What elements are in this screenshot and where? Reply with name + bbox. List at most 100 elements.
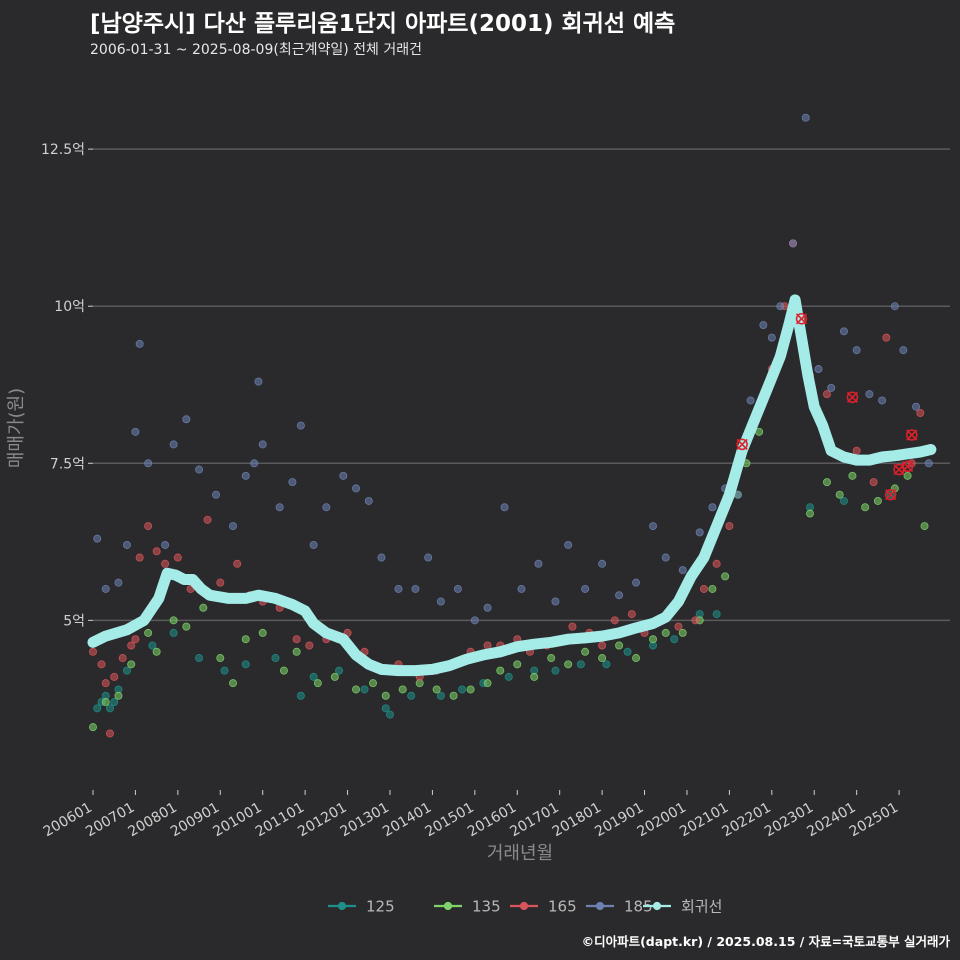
recent-trade-marker (884, 488, 897, 501)
legend-swatch-dot (519, 901, 529, 911)
data-point-185 (649, 522, 658, 531)
data-point-135 (369, 679, 378, 688)
data-point-185 (801, 113, 810, 122)
data-point-125 (335, 666, 344, 675)
data-point-185 (93, 534, 102, 543)
data-point-135 (199, 603, 208, 612)
credit-line: ©디아파트(dapt.kr) / 2025.08.15 / 자료=국토교통부 실… (581, 934, 950, 949)
data-point-135 (169, 616, 178, 625)
data-point-165 (110, 672, 119, 681)
chart-subtitle: 2006-01-31 ~ 2025-08-09(최근계약일) 전체 거래건 (90, 42, 422, 58)
x-axis-title: 거래년월 (487, 843, 553, 864)
data-point-165 (598, 641, 607, 650)
highlight-markers (736, 313, 918, 501)
data-point-135 (398, 685, 407, 694)
data-point-185 (500, 503, 509, 512)
data-point-185 (789, 239, 798, 248)
data-point-135 (530, 672, 539, 681)
data-point-185 (453, 584, 462, 593)
regression-layer (87, 294, 937, 677)
data-point-125 (602, 660, 611, 669)
y-tick-label: 7.5억 (50, 456, 85, 472)
data-point-125 (407, 691, 416, 700)
data-point-125 (839, 496, 848, 505)
data-point-165 (144, 522, 153, 531)
data-point-125 (436, 691, 445, 700)
data-point-135 (835, 490, 844, 499)
recent-trade-cross (885, 489, 897, 501)
x-tick-label: 202501 (847, 800, 901, 841)
data-point-185 (229, 522, 238, 531)
data-point-125 (122, 666, 131, 675)
data-point-165 (305, 641, 314, 650)
data-point-135 (229, 679, 238, 688)
data-point-125 (360, 685, 369, 694)
data-point-165 (568, 622, 577, 631)
data-point-185 (352, 484, 361, 493)
data-point-185 (534, 559, 543, 568)
data-point-135 (678, 628, 687, 637)
data-point-185 (564, 540, 573, 549)
recent-trade-marker (795, 313, 808, 325)
data-point-185 (309, 540, 318, 549)
data-point-135 (805, 509, 814, 518)
recent-trade-cross (736, 438, 748, 450)
legend-label: 회귀선 (681, 898, 722, 916)
data-point-185 (436, 597, 445, 606)
data-point-185 (364, 496, 373, 505)
data-point-125 (105, 704, 114, 713)
data-point-165 (699, 584, 708, 593)
y-tick-label: 10억 (54, 299, 85, 315)
data-point-185 (195, 465, 204, 474)
chart-title: [남양주시] 다산 플루리움1단지 아파트(2001) 회귀선 예측 (90, 11, 676, 37)
data-point-185 (254, 377, 263, 386)
data-point-125 (458, 685, 467, 694)
legend: 125 135 165 185 회귀선 (328, 898, 722, 916)
data-point-135 (632, 654, 641, 663)
data-point-185 (288, 478, 297, 487)
data-point-165 (712, 559, 721, 568)
data-point-185 (483, 603, 492, 612)
data-point-165 (233, 559, 242, 568)
legend-label: 185 (624, 898, 653, 916)
data-point-185 (814, 365, 823, 374)
legend-swatch-dot (595, 901, 605, 911)
data-point-135 (313, 679, 322, 688)
data-point-125 (309, 672, 318, 681)
data-point-135 (152, 647, 161, 656)
data-point-185 (212, 490, 221, 499)
data-point-185 (878, 396, 887, 405)
data-point-165 (822, 390, 831, 399)
y-tick-label: 5억 (63, 613, 85, 629)
data-point-185 (598, 559, 607, 568)
data-point-135 (483, 679, 492, 688)
data-point-125 (381, 704, 390, 713)
data-point-125 (93, 704, 102, 713)
data-point-165 (97, 660, 106, 669)
data-point-125 (670, 635, 679, 644)
data-point-135 (114, 691, 123, 700)
data-point-135 (615, 641, 624, 650)
data-point-125 (148, 641, 157, 650)
data-point-165 (627, 610, 636, 619)
data-point-135 (449, 691, 458, 700)
recent-trade-marker (901, 460, 914, 473)
data-point-135 (873, 496, 882, 505)
data-point-125 (169, 628, 178, 637)
data-point-135 (182, 622, 191, 631)
data-point-135 (547, 654, 556, 663)
data-point-185 (296, 421, 305, 430)
data-point-165 (131, 635, 140, 644)
data-point-135 (598, 654, 607, 663)
data-point-185 (615, 591, 624, 600)
data-point-135 (649, 635, 658, 644)
data-point-135 (513, 660, 522, 669)
data-point-165 (101, 679, 110, 688)
data-point-185 (394, 584, 403, 593)
data-point-185 (827, 383, 836, 392)
data-point-165 (135, 553, 144, 562)
data-point-135 (581, 647, 590, 656)
data-point-135 (279, 666, 288, 675)
data-point-185 (411, 584, 420, 593)
